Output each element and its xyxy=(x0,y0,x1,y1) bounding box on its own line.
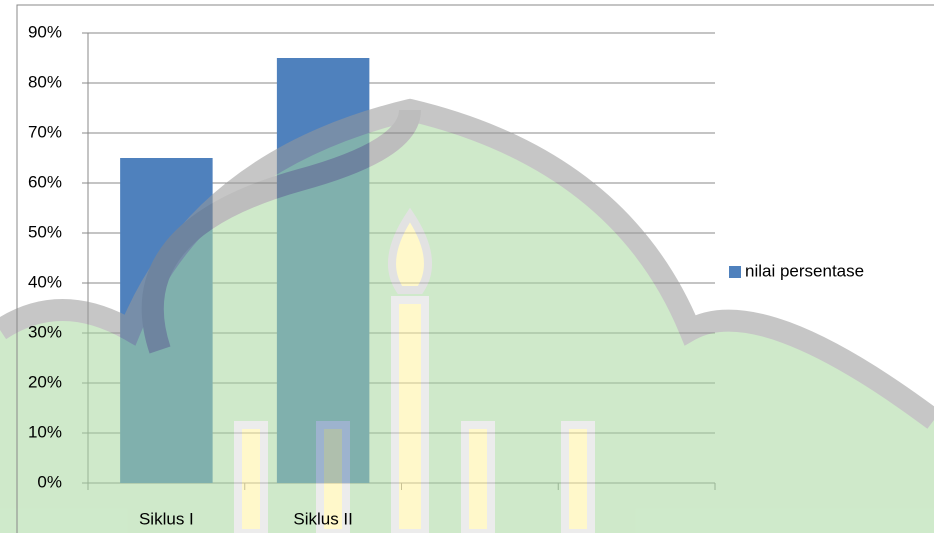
y-tick-label: 70% xyxy=(28,122,62,141)
legend-swatch xyxy=(729,266,741,278)
watermark xyxy=(0,98,934,533)
y-tick-label: 60% xyxy=(28,172,62,191)
x-tick-label: Siklus II xyxy=(293,509,353,528)
y-tick-label: 50% xyxy=(28,222,62,241)
chart-frame xyxy=(16,4,934,533)
y-tick-label: 30% xyxy=(28,322,62,341)
legend-label: nilai persentase xyxy=(745,261,864,280)
y-tick-label: 10% xyxy=(28,422,62,441)
y-tick-label: 40% xyxy=(28,272,62,291)
y-tick-label: 80% xyxy=(28,72,62,91)
y-tick-label: 0% xyxy=(37,472,62,491)
y-tick-label: 20% xyxy=(28,372,62,391)
x-tick-label: Siklus I xyxy=(139,509,194,528)
y-tick-label: 90% xyxy=(28,22,62,41)
